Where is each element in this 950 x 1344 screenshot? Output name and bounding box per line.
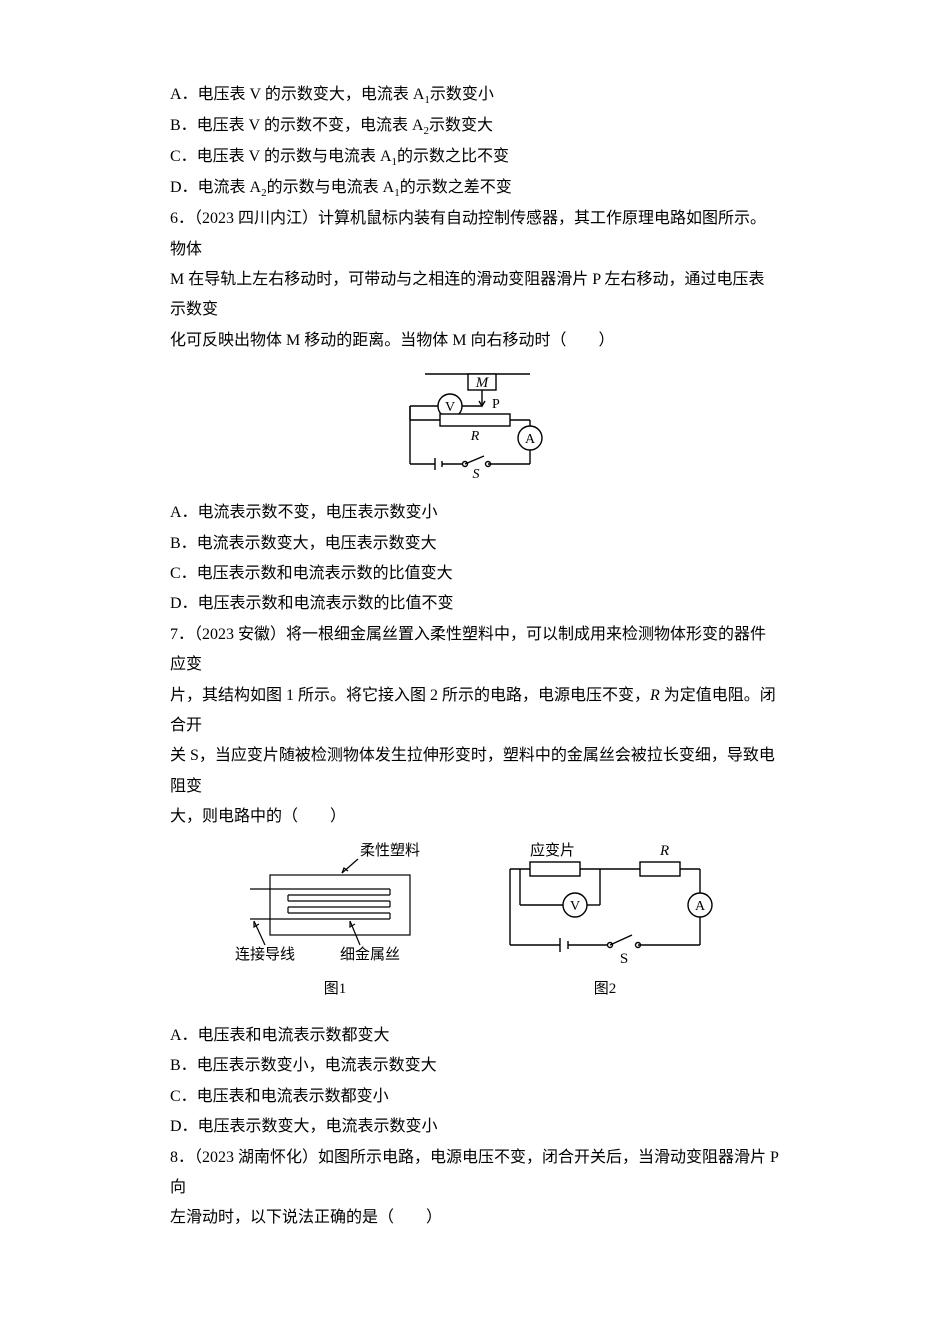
svg-text:应变片: 应变片 (530, 841, 575, 859)
q5-option-D: D．电流表 A2的示数与电流表 A1的示数之差不变 (170, 173, 780, 204)
q6-option-D: D．电压表示数和电流表示数的比值不变 (170, 589, 780, 619)
q6-circuit-diagram-icon: M V P R (380, 366, 570, 486)
q5-D-post: 的示数之差不变 (400, 179, 512, 196)
svg-text:P: P (492, 397, 500, 412)
q5-A-post: 示数变小 (430, 86, 494, 103)
q6-stem-line1: 6．（2023 四川内江）计算机鼠标内装有自动控制传感器，其工作原理电路如图所示… (170, 204, 780, 265)
q7-figure1-wrap: 柔性塑料 (230, 841, 440, 1004)
svg-text:A: A (695, 899, 706, 914)
q5-A-pre: A．电压表 V 的示数变大，电流表 A (170, 86, 424, 103)
svg-text:R: R (659, 843, 669, 859)
page: A．电压表 V 的示数变大，电流表 A1示数变小 B．电压表 V 的示数不变，电… (85, 0, 865, 1294)
q5-option-C: C．电压表 V 的示数与电流表 A1的示数之比不变 (170, 142, 780, 173)
q7-stem2-pre: 片，其结构如图 1 所示。将它接入图 2 所示的电路，电源电压不变， (170, 687, 650, 704)
q7-stem-line2: 片，其结构如图 1 所示。将它接入图 2 所示的电路，电源电压不变，R 为定值电… (170, 681, 780, 742)
q5-C-pre: C．电压表 V 的示数与电流表 A (170, 148, 392, 165)
q5-D-pre: D．电流表 A (170, 179, 261, 196)
q7-stem2-R: R (650, 687, 660, 704)
q6-stem-line2: M 在导轨上左右移动时，可带动与之相连的滑动变阻器滑片 P 左右移动，通过电压表… (170, 265, 780, 326)
q6-option-C: C．电压表示数和电流表示数的比值变大 (170, 559, 780, 589)
q8-stem-line1: 8．（2023 湖南怀化）如图所示电路，电源电压不变，闭合开关后，当滑动变阻器滑… (170, 1143, 780, 1204)
q7-option-A: A．电压表和电流表示数都变大 (170, 1021, 780, 1051)
svg-text:V: V (445, 400, 455, 415)
svg-text:A: A (525, 432, 536, 447)
q7-figure2-wrap: 应变片 R V (490, 841, 720, 1004)
q7-fig1-caption: 图1 (324, 975, 347, 1004)
q5-B-pre: B．电压表 V 的示数不变，电流表 A (170, 117, 424, 134)
q7-option-D: D．电压表示数变大，电流表示数变小 (170, 1112, 780, 1142)
svg-text:R: R (470, 429, 480, 444)
q8-stem-line2: 左滑动时，以下说法正确的是（ ） (170, 1203, 780, 1233)
q7-fig2-caption: 图2 (594, 975, 617, 1004)
q6-option-A: A．电流表示数不变，电压表示数变小 (170, 498, 780, 528)
q6-figure: M V P R (170, 366, 780, 486)
q7-stem-line4: 大，则电路中的（ ） (170, 802, 780, 832)
svg-text:M: M (475, 375, 490, 391)
q5-B-post: 示数变大 (429, 117, 493, 134)
q5-option-B: B．电压表 V 的示数不变，电流表 A2示数变大 (170, 111, 780, 142)
q5-option-A: A．电压表 V 的示数变大，电流表 A1示数变小 (170, 80, 780, 111)
q5-C-post: 的示数之比不变 (397, 148, 509, 165)
q6-option-B: B．电流表示数变大，电压表示数变大 (170, 529, 780, 559)
q7-stem-line3: 关 S，当应变片随被检测物体发生拉伸形变时，塑料中的金属丝会被拉长变细，导致电阻… (170, 741, 780, 802)
q7-circuit-diagram-icon: 应变片 R V (490, 841, 720, 971)
q7-option-B: B．电压表示数变小，电流表示数变大 (170, 1051, 780, 1081)
svg-text:柔性塑料: 柔性塑料 (360, 842, 420, 859)
svg-text:细金属丝: 细金属丝 (340, 946, 400, 963)
q5-D-mid: 的示数与电流表 A (267, 179, 395, 196)
svg-text:S: S (473, 467, 480, 482)
svg-text:S: S (620, 951, 628, 967)
q7-stem-line1: 7．（2023 安徽）将一根细金属丝置入柔性塑料中，可以制成用来检测物体形变的器… (170, 620, 780, 681)
q7-figures: 柔性塑料 (170, 841, 780, 1004)
q7-strain-gauge-diagram-icon: 柔性塑料 (230, 841, 440, 971)
svg-text:连接导线: 连接导线 (235, 946, 295, 963)
q7-option-C: C．电压表和电流表示数都变小 (170, 1082, 780, 1112)
svg-text:V: V (570, 899, 580, 914)
q6-stem-line3: 化可反映出物体 M 移动的距离。当物体 M 向右移动时（ ） (170, 326, 780, 356)
